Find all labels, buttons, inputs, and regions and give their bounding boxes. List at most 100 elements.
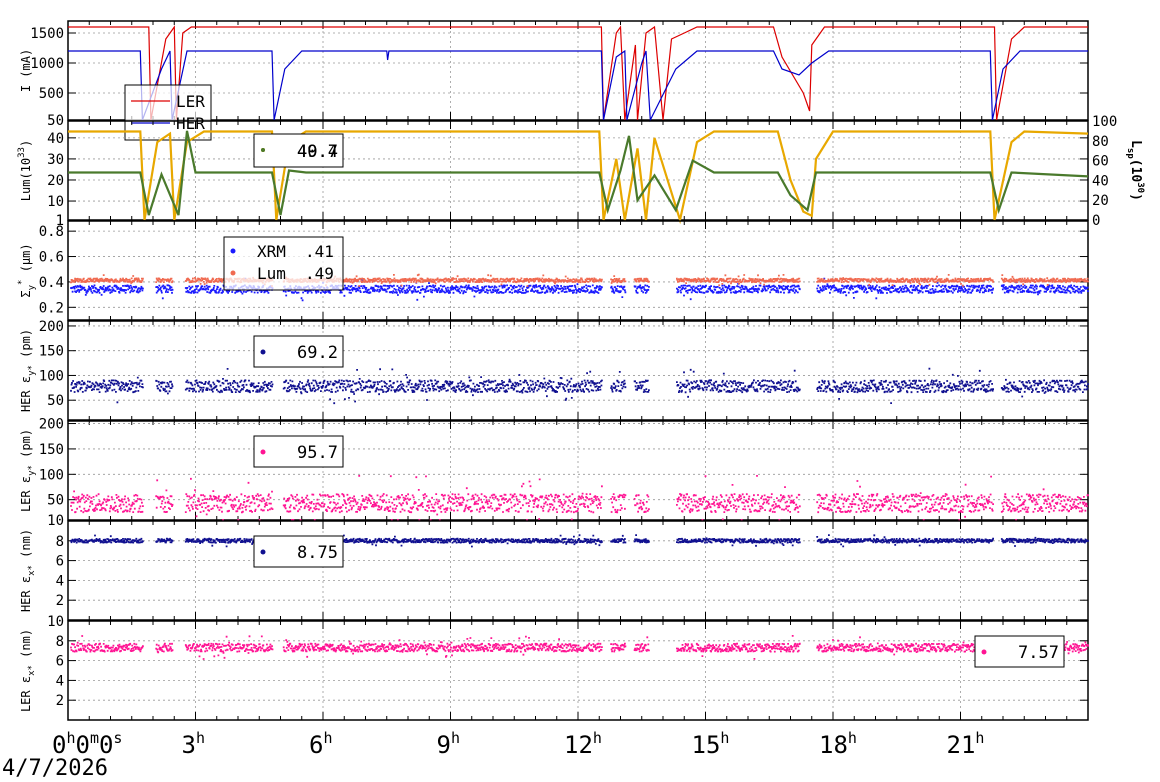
legend-box: [974, 635, 1065, 668]
y-tick-label: 20: [47, 173, 64, 189]
scatter-series-1: [70, 534, 1089, 548]
y-tick-label: 100: [39, 467, 64, 483]
y2-axis-label: Lsp(1030): [1125, 140, 1145, 201]
legend-value: .41: [305, 242, 334, 261]
legend-box: [223, 236, 344, 291]
scatter-series-1: [70, 475, 1089, 521]
scatter-series-1: [70, 635, 1089, 660]
x-tick-label: 21h: [947, 729, 985, 759]
y2-tick-label: 0: [1092, 213, 1100, 229]
y-tick-label: 1: [56, 213, 64, 229]
y-tick-label: 0.6: [39, 250, 64, 266]
y2-tick-label: 40: [1092, 173, 1109, 189]
panel-7: 2 4 6 8 10 LER εx* (nm) 7.57: [19, 614, 1089, 721]
panel-frame: [67, 620, 1089, 721]
x-tick-label: 12h: [564, 729, 602, 759]
y-tick-label: 100: [39, 368, 64, 384]
x-tick-label: 9h: [437, 729, 460, 759]
y-tick-label: 50: [47, 113, 64, 129]
legend-value: 8.75: [297, 543, 338, 563]
scatter-series-1: [70, 367, 1089, 405]
panel-3: 0.2 0.4 0.6 0.8Σy* (μm) XRM .41 Lum .49: [17, 220, 1089, 321]
y-tick-label: 2: [56, 693, 64, 709]
y-tick-label: 200: [39, 319, 64, 335]
legend-box: [253, 535, 344, 568]
legend-marker: [230, 248, 236, 254]
y-tick-label: 8: [56, 634, 64, 650]
panel-frame: [67, 220, 1089, 321]
x-tick-label: 18h: [819, 729, 857, 759]
y2-tick-label: 60: [1092, 154, 1109, 170]
panel-frame: [67, 320, 1089, 421]
y2-tick-label: 20: [1092, 193, 1109, 209]
legend-value: 49.4: [297, 142, 338, 162]
y-tick-label: 150: [39, 442, 64, 458]
series-line-lum: [68, 130, 1089, 225]
y-tick-label: 10: [47, 194, 64, 210]
legend-label: XRM: [257, 242, 286, 261]
legend-value: .49: [305, 264, 334, 283]
legend-marker: [261, 148, 265, 152]
y-tick-label: 200: [39, 417, 64, 433]
panel-frame: [67, 20, 1089, 121]
y-tick-label: 500: [39, 86, 64, 102]
y-tick-label: 1500: [30, 26, 64, 42]
y-axis-label: LER εx* (nm): [19, 629, 37, 712]
legend-box: [253, 335, 344, 368]
legend-value: 7.57: [1018, 643, 1059, 663]
legend-value: 69.2: [297, 343, 338, 363]
y-tick-label: 8: [56, 534, 64, 550]
legend-box: [253, 133, 344, 168]
legend-marker: [260, 349, 266, 355]
y-tick-label: 1000: [30, 56, 64, 72]
y-tick-label: 10: [47, 513, 64, 529]
y-tick-label: 30: [47, 152, 64, 168]
legend-value: 95.7: [297, 443, 338, 463]
x-tick-label: 3h: [182, 729, 205, 759]
x-tick-label: 15h: [692, 729, 730, 759]
legend-label: LER: [176, 92, 205, 111]
y-tick-label: 0.2: [39, 300, 64, 316]
legend-marker: [260, 449, 266, 455]
y-tick-label: 50: [47, 493, 64, 509]
legend-label: HER: [176, 114, 205, 133]
date-label: 4/7/2026: [2, 756, 108, 781]
scatter-series-2: [70, 273, 1089, 287]
y-axis-label: I (mA): [19, 49, 33, 92]
y-tick-label: 6: [56, 654, 64, 670]
scatter-series-1: [70, 277, 1089, 302]
y2-tick-label: 100: [1092, 114, 1117, 130]
panel-6: 2 4 6 8 HER εx* (nm) 8.75: [19, 520, 1089, 621]
y-tick-label: 150: [39, 344, 64, 360]
legend-box: [253, 435, 344, 468]
y-tick-label: 50: [47, 393, 64, 409]
y-tick-label: 4: [56, 573, 64, 589]
y-tick-label: 0.8: [39, 224, 64, 240]
series-line-lsp: [68, 130, 1089, 216]
y-axis-label: Lum(1033): [17, 140, 33, 201]
y-axis-label: Σy* (μm): [17, 243, 37, 297]
legend-marker: [230, 270, 236, 276]
x-tick-label: 6h: [309, 729, 332, 759]
y-tick-label: 4: [56, 673, 64, 689]
y-axis-label: HER εx* (nm): [19, 529, 37, 612]
panel-frame: [67, 520, 1089, 621]
y-tick-label: 2: [56, 593, 64, 609]
legend-marker: [260, 549, 266, 555]
y-axis-label: HER εy* (pm): [19, 329, 37, 412]
panel-frame: [67, 120, 1089, 221]
panel-2: 1 10 20 30 40 Lum(1033) 0 20 40 60 80 100 Lsp(1030) 4…: [17, 114, 1145, 229]
y-tick-label: 0.4: [39, 275, 64, 291]
y-axis-label: LER εy* (pm): [19, 429, 37, 512]
legend-value: 40.7: [297, 142, 338, 162]
panel-1: 500 1000 1500 50 I (mA) LER HER: [19, 20, 1089, 141]
x-axis-labels: 0h0m0s 3h 6h 9h 12h 15h 18h 21h: [52, 729, 984, 759]
y-tick-label: 10: [47, 614, 64, 630]
y2-tick-label: 80: [1092, 134, 1109, 150]
legend-label: Lum: [257, 264, 286, 283]
x-tick-label: 0h0m0s: [52, 729, 122, 759]
legend-marker: [981, 649, 987, 655]
